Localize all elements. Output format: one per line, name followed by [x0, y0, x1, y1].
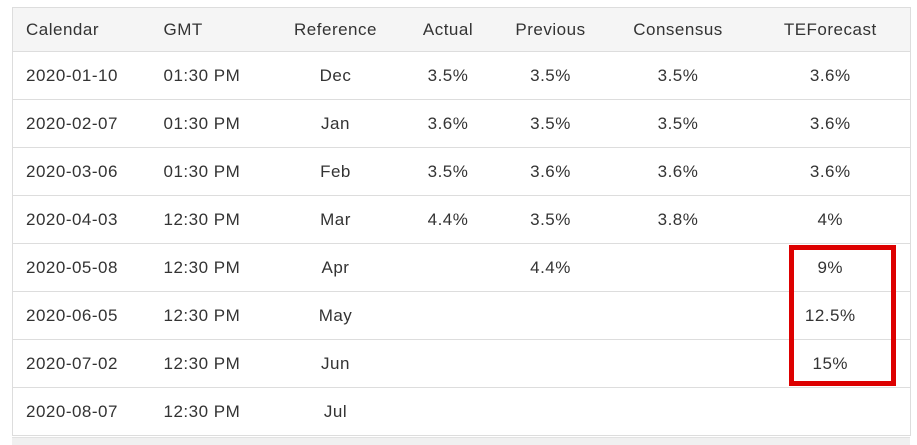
- cell-teforecast: 3.6%: [750, 147, 911, 196]
- cell-previous: 3.6%: [495, 147, 606, 196]
- cell-reference: May: [270, 291, 401, 340]
- cell-gmt: 01:30 PM: [150, 51, 271, 100]
- cell-calendar: 2020-08-07: [12, 387, 151, 436]
- cell-actual: 3.5%: [400, 51, 496, 100]
- cell-previous: 3.5%: [495, 51, 606, 100]
- cell-previous: 3.5%: [495, 99, 606, 148]
- cell-gmt: 12:30 PM: [150, 243, 271, 292]
- cell-reference: Feb: [270, 147, 401, 196]
- column-header-gmt: GMT: [150, 7, 271, 52]
- cell-consensus: 3.8%: [605, 195, 751, 244]
- table-row: 2020-02-07 01:30 PM Jan 3.6% 3.5% 3.5% 3.6%: [12, 99, 911, 148]
- next-section-edge: [12, 437, 910, 445]
- cell-gmt: 12:30 PM: [150, 291, 271, 340]
- cell-calendar: 2020-05-08: [12, 243, 151, 292]
- cell-teforecast: 4%: [750, 195, 911, 244]
- table-row: 2020-08-07 12:30 PM Jul: [12, 387, 911, 436]
- cell-actual: [400, 291, 496, 340]
- cell-calendar: 2020-01-10: [12, 51, 151, 100]
- cell-previous: [495, 339, 606, 388]
- cell-teforecast: 3.6%: [750, 99, 911, 148]
- economic-calendar-table: Calendar GMT Reference Actual Previous C…: [12, 7, 911, 436]
- cell-previous: [495, 291, 606, 340]
- column-header-teforecast: TEForecast: [750, 7, 911, 52]
- table-header: Calendar GMT Reference Actual Previous C…: [12, 7, 911, 52]
- cell-consensus: [605, 339, 751, 388]
- cell-calendar: 2020-02-07: [12, 99, 151, 148]
- table-row: 2020-06-05 12:30 PM May 12.5%: [12, 291, 911, 340]
- cell-actual: [400, 243, 496, 292]
- cell-gmt: 12:30 PM: [150, 195, 271, 244]
- cell-calendar: 2020-07-02: [12, 339, 151, 388]
- table-row: 2020-03-06 01:30 PM Feb 3.5% 3.6% 3.6% 3.6%: [12, 147, 911, 196]
- cell-gmt: 12:30 PM: [150, 387, 271, 436]
- cell-reference: Jul: [270, 387, 401, 436]
- cell-reference: Jan: [270, 99, 401, 148]
- cell-actual: 3.5%: [400, 147, 496, 196]
- column-header-reference: Reference: [270, 7, 401, 52]
- cell-reference: Apr: [270, 243, 401, 292]
- cell-consensus: 3.6%: [605, 147, 751, 196]
- cell-teforecast: 9%: [750, 243, 911, 292]
- cell-teforecast: [750, 387, 911, 436]
- column-header-previous: Previous: [495, 7, 606, 52]
- cell-teforecast: 12.5%: [750, 291, 911, 340]
- cell-actual: [400, 339, 496, 388]
- table-row: 2020-04-03 12:30 PM Mar 4.4% 3.5% 3.8% 4%: [12, 195, 911, 244]
- cell-previous: 3.5%: [495, 195, 606, 244]
- cell-reference: Jun: [270, 339, 401, 388]
- cell-consensus: [605, 243, 751, 292]
- cell-calendar: 2020-03-06: [12, 147, 151, 196]
- column-header-consensus: Consensus: [605, 7, 751, 52]
- cell-calendar: 2020-06-05: [12, 291, 151, 340]
- cell-consensus: 3.5%: [605, 99, 751, 148]
- table-body: 2020-01-10 01:30 PM Dec 3.5% 3.5% 3.5% 3.6% 202…: [12, 51, 911, 436]
- column-header-calendar: Calendar: [12, 7, 151, 52]
- cell-reference: Mar: [270, 195, 401, 244]
- column-header-actual: Actual: [400, 7, 496, 52]
- cell-consensus: [605, 291, 751, 340]
- cell-teforecast: 3.6%: [750, 51, 911, 100]
- cell-gmt: 01:30 PM: [150, 147, 271, 196]
- cell-gmt: 01:30 PM: [150, 99, 271, 148]
- cell-consensus: [605, 387, 751, 436]
- cell-gmt: 12:30 PM: [150, 339, 271, 388]
- cell-previous: 4.4%: [495, 243, 606, 292]
- table-row: 2020-05-08 12:30 PM Apr 4.4% 9%: [12, 243, 911, 292]
- cell-previous: [495, 387, 606, 436]
- header-row: Calendar GMT Reference Actual Previous C…: [12, 7, 911, 52]
- table-row: 2020-01-10 01:30 PM Dec 3.5% 3.5% 3.5% 3.6%: [12, 51, 911, 100]
- table-row: 2020-07-02 12:30 PM Jun 15%: [12, 339, 911, 388]
- cell-teforecast: 15%: [750, 339, 911, 388]
- cell-actual: 3.6%: [400, 99, 496, 148]
- cell-actual: 4.4%: [400, 195, 496, 244]
- cell-consensus: 3.5%: [605, 51, 751, 100]
- cell-reference: Dec: [270, 51, 401, 100]
- cell-actual: [400, 387, 496, 436]
- cell-calendar: 2020-04-03: [12, 195, 151, 244]
